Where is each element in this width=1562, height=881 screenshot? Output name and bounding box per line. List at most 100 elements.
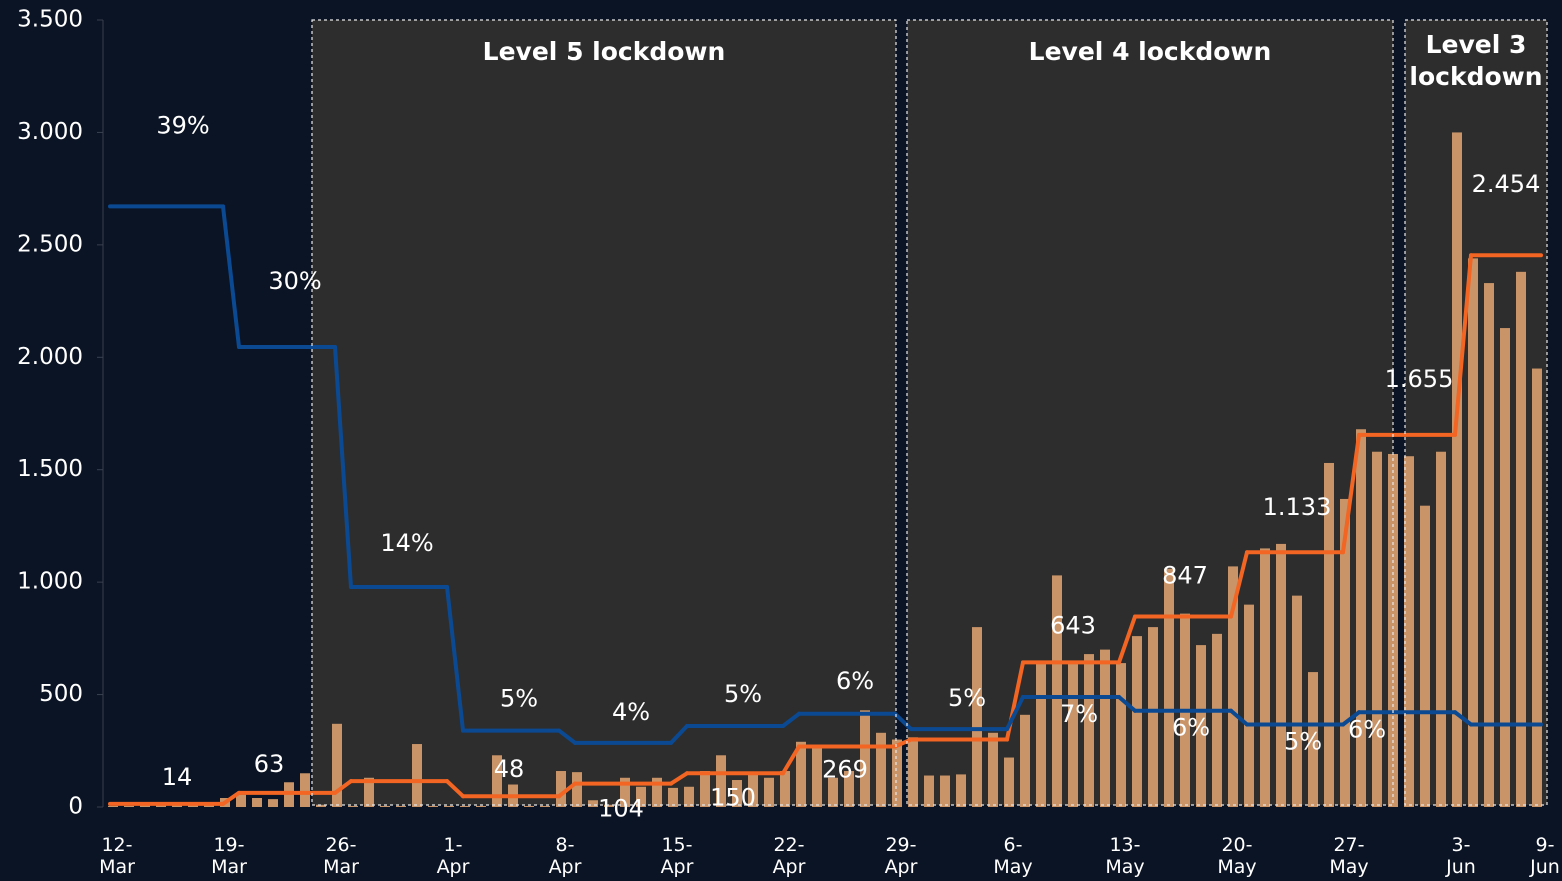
x-tick-line: 27- [1333, 834, 1364, 856]
bar [1132, 636, 1142, 807]
bar [1292, 595, 1302, 807]
step-connector [1117, 614, 1137, 665]
x-tick-label: 27-May [1329, 834, 1368, 878]
step-connector [1117, 694, 1137, 713]
bar [1500, 328, 1510, 807]
region-fill [312, 20, 896, 805]
step-connector [221, 790, 241, 806]
x-tick-label: 8-Apr [549, 834, 582, 878]
region-label: Level 3 lockdown [1409, 30, 1542, 91]
bar [1468, 258, 1478, 807]
x-tick-line: May [993, 856, 1032, 878]
bar [1004, 757, 1014, 807]
step-connector [1341, 432, 1361, 555]
bar [412, 744, 422, 807]
step-connector [781, 744, 801, 776]
bar [1052, 575, 1062, 807]
bar [108, 805, 118, 807]
x-tick-label: 3-Jun [1445, 834, 1476, 878]
y-tick-label: 500 [39, 681, 83, 707]
step-connector [1341, 710, 1361, 727]
bar [380, 805, 390, 807]
bar [252, 798, 262, 807]
x-tick-label: 13-May [1105, 834, 1144, 878]
step-connector [669, 724, 689, 745]
bar [444, 805, 454, 807]
step-connector [557, 728, 577, 745]
y-tick-label: 3.000 [17, 119, 83, 145]
bar [236, 794, 246, 807]
data-label: 14 [162, 763, 193, 791]
step-connector [445, 779, 465, 799]
step-connector [893, 711, 913, 732]
bar [1420, 505, 1430, 807]
x-tick-line: 6- [1004, 834, 1023, 856]
x-tick-label: 15-Apr [661, 834, 694, 878]
bar [1324, 462, 1334, 807]
bar [876, 732, 886, 807]
data-label: 14% [380, 529, 433, 557]
bar [732, 780, 742, 807]
bar [1212, 633, 1222, 807]
y-tick-label: 3.500 [17, 7, 83, 33]
step-connector [669, 771, 689, 786]
step-connector [333, 779, 353, 795]
data-label: 2.454 [1472, 170, 1541, 198]
x-tick-line: 1- [444, 834, 463, 856]
bar [908, 737, 918, 807]
bar [764, 777, 774, 807]
bar [476, 805, 486, 807]
bar [636, 786, 646, 807]
x-tick-line: 3- [1452, 834, 1471, 856]
data-label: 6% [836, 667, 874, 695]
bar [316, 804, 326, 807]
data-label: 7% [1060, 700, 1098, 728]
bar [1276, 543, 1286, 807]
bar [492, 755, 502, 807]
bar [1164, 568, 1174, 807]
data-label: 643 [1050, 611, 1096, 639]
step-connector [557, 781, 577, 799]
y-tick-label: 1.500 [17, 456, 83, 482]
bar [1452, 132, 1462, 807]
y-tick-label: 2.000 [17, 344, 83, 370]
bar [1372, 451, 1382, 807]
x-tick-line: 9- [1536, 834, 1555, 856]
x-tick-label: 9-Jun [1529, 834, 1560, 878]
bar [1356, 429, 1366, 807]
bar [860, 710, 870, 807]
bar [124, 805, 134, 807]
bar [1516, 271, 1526, 808]
bar [140, 805, 150, 807]
step-connector [1453, 710, 1473, 727]
bar [924, 775, 934, 807]
region-label-line: lockdown [1409, 62, 1542, 91]
x-tick-line: Mar [211, 856, 247, 878]
x-tick-label: 20-May [1217, 834, 1256, 878]
bar [684, 786, 694, 807]
x-tick-line: 15- [661, 834, 692, 856]
step-connector [221, 204, 241, 350]
x-tick-label: 1-Apr [437, 834, 470, 878]
bar [364, 777, 374, 807]
bar [892, 739, 902, 807]
region-label: Level 4 lockdown [1029, 37, 1272, 66]
x-tick-line: Mar [99, 856, 135, 878]
x-tick-label: 22-Apr [773, 834, 806, 878]
step-connector [1453, 253, 1473, 437]
region-border [1404, 19, 1548, 806]
bar [748, 773, 758, 807]
data-label: 6% [1172, 714, 1210, 742]
bar [1340, 498, 1350, 807]
x-tick-line: Jun [1529, 856, 1560, 878]
bar [1404, 456, 1414, 807]
data-label: 847 [1162, 562, 1208, 590]
x-tick-line: Apr [773, 856, 806, 878]
bar [1148, 627, 1158, 807]
data-label: 1.133 [1263, 493, 1332, 521]
data-label: 5% [1284, 727, 1322, 755]
bar [1388, 453, 1398, 807]
x-tick-line: 20- [1221, 834, 1252, 856]
bar [1260, 548, 1270, 807]
